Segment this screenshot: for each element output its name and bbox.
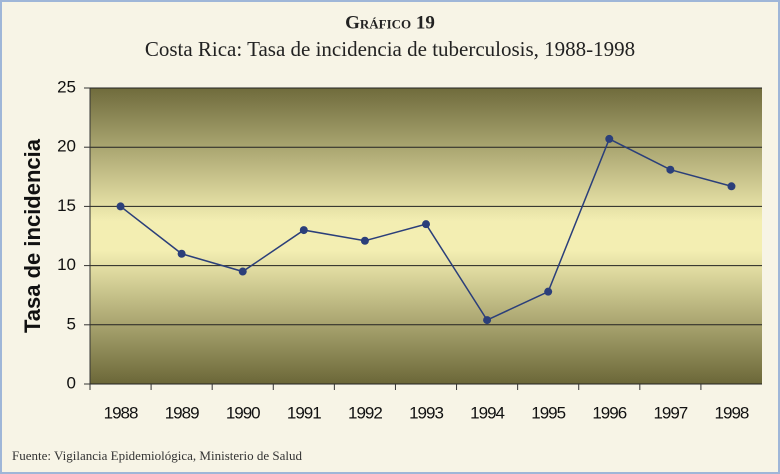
point xyxy=(116,202,125,211)
x-tick-label: 1991 xyxy=(287,403,321,422)
point xyxy=(666,165,675,174)
point xyxy=(544,287,553,296)
y-tick-label: 10 xyxy=(57,255,76,274)
point xyxy=(360,236,369,245)
x-tick-label: 1988 xyxy=(104,403,138,422)
point xyxy=(483,316,492,325)
y-tick-label: 0 xyxy=(67,373,76,392)
x-tick-label: 1997 xyxy=(653,403,687,422)
x-tick-label: 1993 xyxy=(409,403,443,422)
source: Fuente: Vigilancia Epidemiológica, Minis… xyxy=(12,448,302,463)
point xyxy=(177,249,186,258)
y-tick-label: 25 xyxy=(57,77,76,96)
chart-title: Gráfico 19 xyxy=(345,12,435,33)
y-tick-label: 15 xyxy=(57,196,76,215)
point xyxy=(422,220,430,229)
x-tick-label: 1998 xyxy=(715,403,749,422)
plot-area xyxy=(90,88,762,384)
x-tick-label: 1989 xyxy=(165,403,199,422)
x-tick-label: 1990 xyxy=(226,403,260,422)
point xyxy=(299,226,308,235)
y-tick-label: 20 xyxy=(57,137,76,156)
chart-subtitle: Costa Rica: Tasa de incidencia de tuberc… xyxy=(145,37,635,61)
x-tick-label: 1992 xyxy=(348,403,382,422)
y-axis-label: Tasa de incidencia xyxy=(20,138,45,333)
x-tick-label: 1995 xyxy=(531,403,565,422)
point xyxy=(727,182,736,191)
y-tick-label: 5 xyxy=(67,314,76,333)
point xyxy=(605,134,614,143)
x-tick-label: 1994 xyxy=(470,403,504,422)
x-tick-label: 1996 xyxy=(592,403,626,422)
point xyxy=(238,267,247,276)
